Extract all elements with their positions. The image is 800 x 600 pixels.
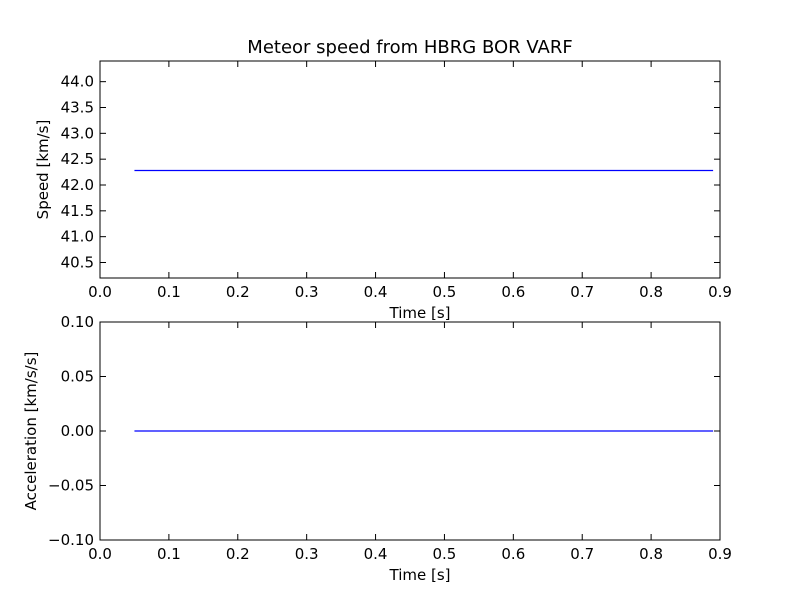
acceleration-x-axis-label: Time [s] (389, 566, 451, 584)
acceleration-ytick-label: −0.05 (48, 477, 94, 495)
speed-xtick-label: 0.9 (708, 283, 732, 301)
speed-ytick-label: 41.0 (61, 228, 94, 246)
acceleration-xtick-label: 0.1 (157, 545, 181, 563)
acceleration-xtick-label: 0.7 (570, 545, 594, 563)
acceleration-y-axis-label: Acceleration [km/s/s] (22, 352, 40, 511)
speed-ytick-label: 43.0 (61, 124, 94, 142)
speed-ytick-label: 41.5 (61, 202, 94, 220)
speed-xtick-label: 0.2 (226, 283, 250, 301)
speed-ytick-label: 42.0 (61, 176, 94, 194)
chart-title: Meteor speed from HBRG BOR VARF (247, 37, 572, 58)
speed-x-axis-label: Time [s] (389, 304, 451, 322)
acceleration-xtick-label: 0.8 (639, 545, 663, 563)
speed-ytick-label: 40.5 (61, 254, 94, 272)
speed-ytick-label: 44.0 (61, 73, 94, 91)
acceleration-xtick-label: 0.6 (501, 545, 525, 563)
acceleration-panel: 0.0 0.1 0.2 0.3 0.4 0.5 0.6 0.7 0.8 0.9 −0.10 −0.05… (22, 313, 732, 584)
speed-xtick-label: 0.0 (88, 283, 112, 301)
speed-xtick-label: 0.7 (570, 283, 594, 301)
speed-xtick-label: 0.3 (295, 283, 319, 301)
speed-xtick-label: 0.4 (364, 283, 388, 301)
acceleration-xtick-label: 0.5 (433, 545, 457, 563)
acceleration-xtick-label: 0.9 (708, 545, 732, 563)
speed-y-axis-label: Speed [km/s] (34, 120, 52, 220)
acceleration-ytick-label: 0.10 (61, 313, 94, 331)
acceleration-xtick-label: 0.4 (364, 545, 388, 563)
acceleration-ytick-label: 0.00 (61, 422, 94, 440)
speed-panel: 0.0 0.1 0.2 0.3 0.4 0.5 0.6 0.7 0.8 0.9 40.5 41.0 41… (34, 60, 732, 322)
speed-xtick-label: 0.5 (433, 283, 457, 301)
acceleration-ytick-label: 0.05 (61, 368, 94, 386)
acceleration-xtick-label: 0.2 (226, 545, 250, 563)
speed-ytick-label: 43.5 (61, 99, 94, 117)
acceleration-xtick-label: 0.0 (88, 545, 112, 563)
speed-xtick-label: 0.8 (639, 283, 663, 301)
speed-xtick-label: 0.6 (501, 283, 525, 301)
speed-ytick-label: 42.5 (61, 150, 94, 168)
speed-xtick-label: 0.1 (157, 283, 181, 301)
speed-axes-frame (99, 60, 721, 279)
acceleration-ytick-label: −0.10 (48, 531, 94, 549)
acceleration-xtick-label: 0.3 (295, 545, 319, 563)
